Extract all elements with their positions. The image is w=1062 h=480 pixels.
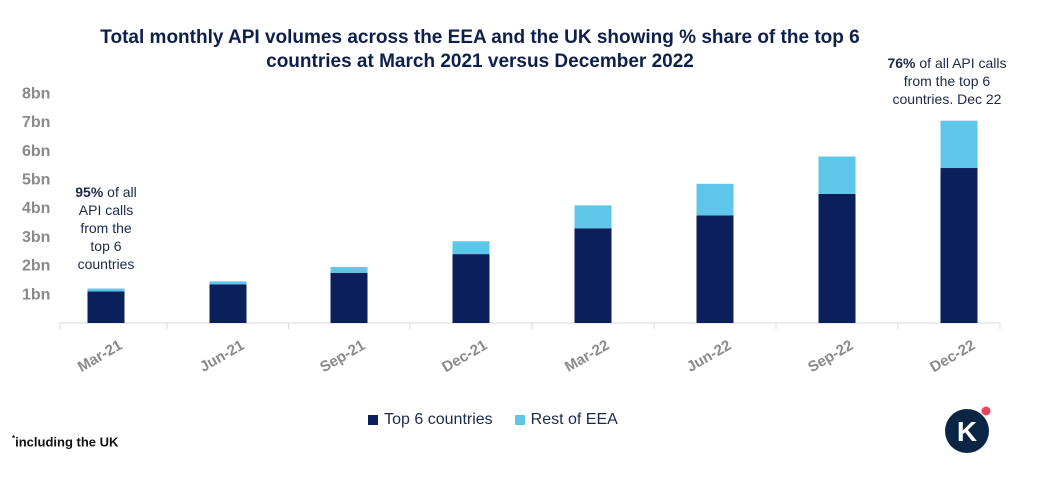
bar-top6-jun-22 [696,215,734,323]
legend-item-rest: Rest of EEA [514,411,618,429]
bar-chart: 1bn 2bn 3bn 4bn 5bn 6bn 7bn 8bn Mar-21 Jun-21 Sep… [22,85,1001,376]
x-tick-label: Sep-22 [805,337,856,376]
y-tick-label: 8bn [22,85,50,102]
k-logo-icon: K [945,406,991,453]
y-tick-label: 1bn [22,286,50,303]
bar-top6-sep-21 [330,272,368,323]
legend-label-top6: Top 6 countries [384,411,493,428]
annotation-mar21-line3: from the [80,220,132,236]
y-tick-label: 2bn [22,258,50,275]
bar-rest-mar-21 [87,288,125,292]
footnote: *including the UK [12,434,118,449]
x-tick-label: Mar-21 [75,337,125,376]
bars [87,120,978,323]
legend-label-rest: Rest of EEA [530,411,618,428]
annotation-mar21-percent: 95% [75,184,104,200]
legend: Top 6 countries Rest of EEA [0,411,1024,429]
bar-rest-dec-22 [940,120,978,169]
x-tick-label: Jun-21 [197,337,247,376]
x-axis-labels: Mar-21 Jun-21 Sep-21 Dec-21 Mar-22 Jun-22 Sep-… [75,337,978,376]
annotation-mar21-line5: countries [77,256,135,272]
footnote-marker: * [12,434,16,443]
y-tick-label: 5bn [22,172,50,189]
legend-swatch-top6 [368,415,379,425]
y-axis: 1bn 2bn 3bn 4bn 5bn 6bn 7bn 8bn [22,85,50,303]
annotation-dec22: 76% of all API calls from the top 6 coun… [872,54,1022,108]
annotation-mar21-line1: of all [107,184,137,200]
annotation-dec22-line1: of all API calls [919,55,1007,71]
annotation-mar21-line2: API calls [78,202,134,218]
x-tick-label: Sep-21 [317,337,368,376]
legend-item-top6: Top 6 countries [368,411,493,429]
chart-title: Total monthly API volumes across the EEA… [100,27,860,72]
bar-rest-sep-21 [330,267,368,273]
bar-top6-jun-21 [209,284,247,323]
y-tick-label: 6bn [22,143,50,160]
annotation-dec22-percent: 76% [887,55,916,71]
x-tick-label: Mar-22 [562,337,612,376]
footnote-text: including the UK [15,434,119,450]
annotation-mar21-line4: top 6 [90,238,122,254]
bar-top6-mar-22 [574,228,612,323]
bar-top6-mar-21 [87,291,125,323]
bar-rest-jun-21 [209,281,247,285]
annotation-dec22-line3: countries. Dec 22 [892,91,1002,107]
y-tick-label: 4bn [22,200,50,217]
y-tick-label: 3bn [22,229,50,246]
bar-rest-jun-22 [696,183,734,216]
svg-text:K: K [957,416,977,447]
bar-rest-mar-22 [574,205,612,229]
bar-top6-dec-22 [940,168,978,323]
x-axis-ticks [59,323,1001,329]
annotation-mar21: 95% of all API calls from the top 6 coun… [58,183,154,273]
legend-swatch-rest [514,415,525,425]
annotation-dec22-line2: from the top 6 [903,73,991,89]
bar-rest-sep-22 [818,156,856,194]
bar-top6-dec-21 [452,254,490,323]
x-tick-label: Dec-22 [927,337,978,376]
x-tick-label: Jun-22 [684,337,734,376]
x-tick-label: Dec-21 [439,337,490,376]
y-tick-label: 7bn [22,114,50,131]
bar-rest-dec-21 [452,241,490,255]
bar-top6-sep-22 [818,193,856,323]
